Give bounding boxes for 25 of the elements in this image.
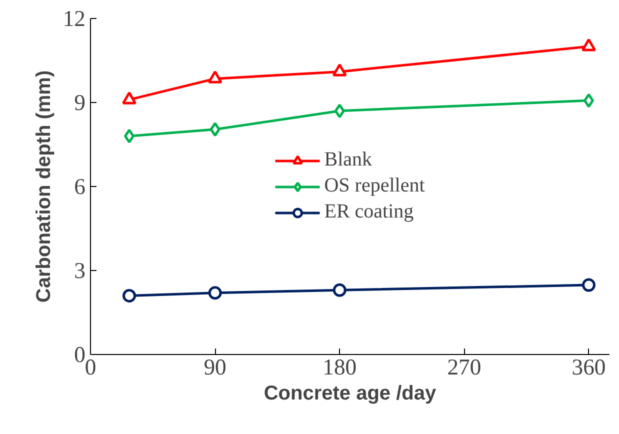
x-tick-label: 90 [204,354,226,380]
point [332,283,346,297]
point [583,93,594,108]
legend-label: OS repellent [324,174,425,198]
legend-label: ER coating [324,200,414,224]
point [332,64,347,76]
point [122,288,136,302]
x-tick-label: 360 [572,354,606,380]
point [124,128,134,144]
point [334,104,345,118]
y-tick-label: 6 [74,174,86,199]
x-axis-title: Concrete age /day [264,382,438,404]
point [208,70,222,84]
y-tick-label: 9 [74,90,86,115]
point [208,286,222,300]
legend-label: Blank [324,148,372,172]
y-axis-title: Carbonation depth (mm) [32,70,55,303]
point [581,38,596,52]
point [122,92,136,104]
y-tick-label: 3 [74,258,86,283]
point [210,122,220,137]
y-tick-label: 12 [62,6,86,31]
x-tick-label: 270 [447,354,482,380]
point [582,278,596,292]
x-tick-label: 180 [322,354,357,380]
